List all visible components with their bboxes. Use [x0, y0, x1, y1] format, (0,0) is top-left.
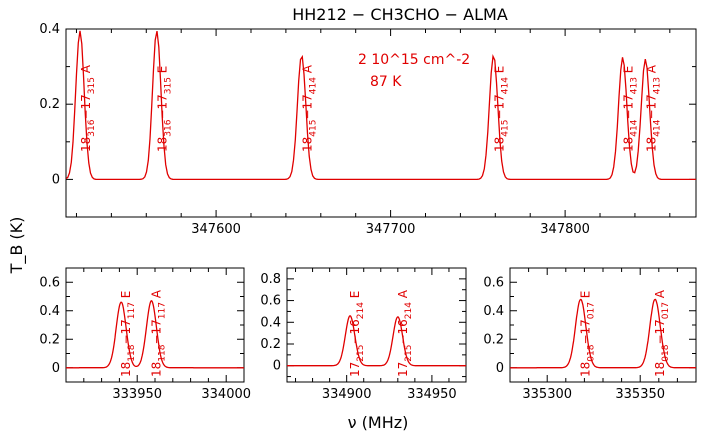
transition-label: 18414−17413 E: [622, 66, 640, 152]
y-tick-label: 0.2: [39, 97, 60, 112]
x-tick-label: 347800: [540, 222, 590, 237]
y-tick-label: 0: [52, 172, 60, 187]
annotation-column-density: 2 10^15 cm^-2: [358, 52, 470, 68]
transition-label: 18118−17117 E: [119, 291, 137, 377]
y-tick-label: 0.6: [260, 294, 281, 309]
model-spectrum: [510, 298, 696, 369]
transition-label: 18316−17315 E: [156, 66, 174, 152]
x-tick-label: 347600: [191, 222, 241, 237]
transition-label: 18414−17413 A: [644, 64, 662, 152]
panel-1: 347600 347700 347800 0 0.2 0.4 18316−17315 A 18…: [39, 22, 697, 237]
panel-4: 335300 335350 0 0.2 0.4 0.6 18018−17017 E 18018…: [483, 267, 697, 402]
panel-frame: [286, 267, 467, 383]
y-tick-label: 0.4: [260, 315, 281, 330]
panel-3: 334900 334950 0 0.2 0.4 0.6 0.8 17215−16214 E 17…: [260, 267, 467, 402]
y-tick-label: 0: [273, 359, 281, 374]
model-spectrum: [287, 315, 466, 367]
transition-label: 17215−16214 A: [396, 289, 414, 377]
y-tick-label: 0.4: [39, 304, 60, 319]
transition-label: 18415−17414 E: [493, 66, 511, 152]
chart-title: HH212 − CH3CHO − ALMA: [292, 5, 508, 24]
x-tick-label: 335300: [522, 387, 572, 402]
transition-label: 18118−17117 A: [149, 289, 167, 377]
y-tick-label: 0.2: [483, 332, 504, 347]
transition-label: 18316−17315 A: [79, 64, 97, 152]
annotation-temperature: 87 K: [370, 74, 402, 90]
y-tick-label: 0.4: [39, 22, 60, 37]
x-tick-label: 334950: [407, 387, 457, 402]
transition-label: 18018−17017 A: [653, 289, 671, 377]
y-tick-label: 0.2: [260, 337, 281, 352]
x-tick-label: 347700: [366, 222, 416, 237]
x-axis-label: ν (MHz): [348, 413, 409, 432]
x-tick-label: 333950: [112, 387, 162, 402]
model-spectrum: [66, 300, 244, 369]
y-axis-label: T_B (K): [7, 217, 27, 275]
panel-2: 333950 334000 0 0.2 0.4 0.6 18118−17117 E 18118…: [39, 267, 251, 402]
y-tick-label: 0.6: [483, 275, 504, 290]
y-tick-label: 0.2: [39, 332, 60, 347]
y-tick-label: 0.4: [483, 304, 504, 319]
y-tick-label: 0.6: [39, 275, 60, 290]
panel-frame: [65, 28, 697, 218]
transition-label: 18018−17017 E: [579, 291, 597, 377]
transition-label: 18415−17414 A: [301, 64, 319, 152]
y-tick-label: 0: [52, 361, 60, 376]
y-tick-label: 0.8: [260, 272, 281, 287]
x-tick-label: 334000: [201, 387, 251, 402]
y-tick-label: 0: [496, 361, 504, 376]
transition-label: 17215−16214 E: [348, 291, 366, 377]
x-tick-label: 334900: [322, 387, 372, 402]
x-tick-label: 335350: [615, 387, 665, 402]
model-spectrum: [66, 30, 696, 181]
